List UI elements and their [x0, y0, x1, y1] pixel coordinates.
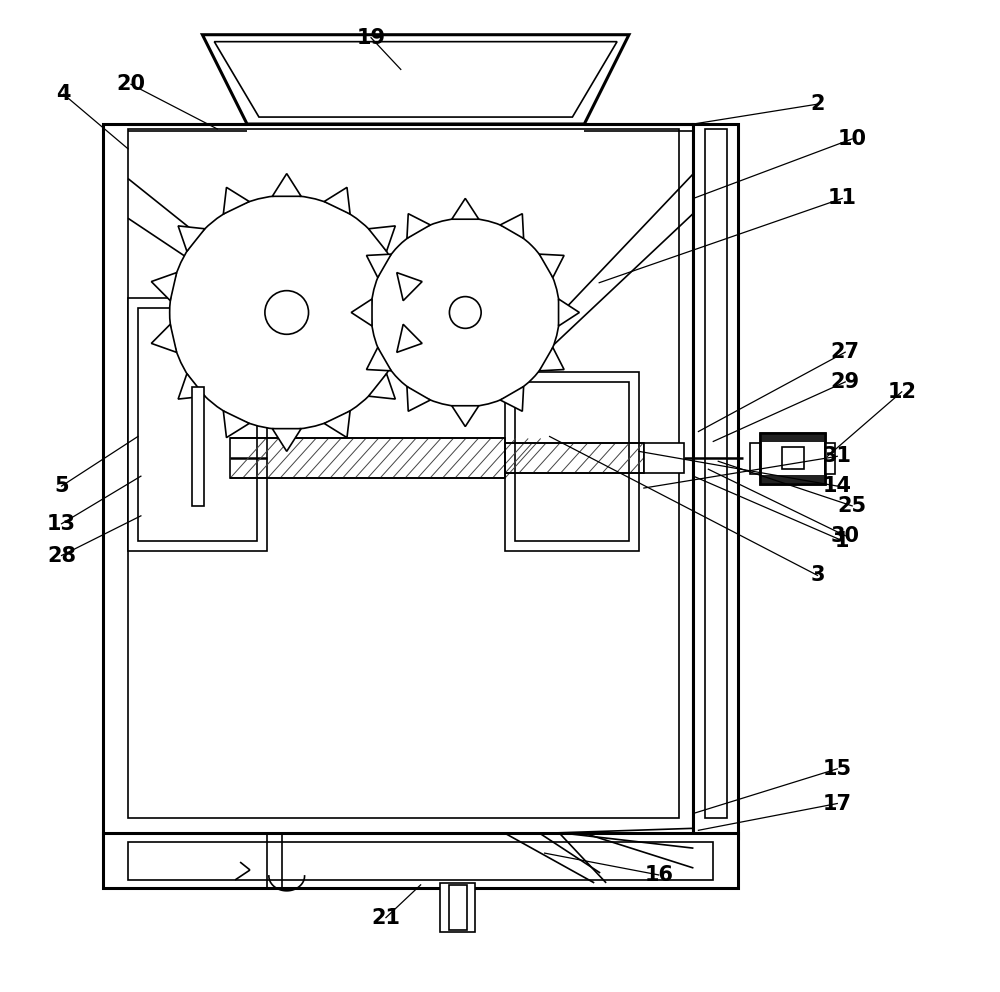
- Polygon shape: [539, 347, 564, 371]
- Text: 4: 4: [56, 84, 71, 104]
- Text: 11: 11: [828, 188, 857, 208]
- Text: 25: 25: [838, 496, 867, 516]
- Polygon shape: [539, 254, 564, 278]
- Bar: [103, 124, 693, 838]
- Text: 15: 15: [823, 759, 852, 779]
- Bar: [705, 129, 727, 818]
- Circle shape: [449, 297, 481, 328]
- Bar: [644, 443, 684, 473]
- Bar: [515, 382, 629, 541]
- Polygon shape: [151, 324, 177, 352]
- Bar: [750, 442, 760, 474]
- Polygon shape: [272, 174, 301, 196]
- Bar: [825, 442, 835, 474]
- Polygon shape: [178, 374, 205, 399]
- Bar: [693, 124, 738, 838]
- Text: 29: 29: [831, 372, 860, 392]
- Polygon shape: [223, 187, 249, 214]
- Text: 30: 30: [831, 526, 860, 546]
- Text: 28: 28: [47, 546, 76, 565]
- Text: 10: 10: [838, 129, 867, 149]
- Polygon shape: [366, 254, 391, 278]
- Text: 31: 31: [823, 446, 852, 466]
- Text: 20: 20: [116, 74, 145, 94]
- Bar: [192, 387, 204, 506]
- Polygon shape: [351, 299, 372, 326]
- Bar: [505, 443, 644, 473]
- Text: 17: 17: [823, 794, 852, 813]
- Text: 16: 16: [644, 865, 673, 885]
- Text: 21: 21: [371, 908, 400, 928]
- Circle shape: [265, 291, 309, 334]
- Bar: [760, 433, 825, 484]
- Polygon shape: [178, 226, 205, 251]
- Polygon shape: [397, 273, 422, 301]
- Polygon shape: [407, 213, 430, 238]
- Polygon shape: [272, 429, 301, 451]
- Polygon shape: [559, 299, 579, 326]
- Bar: [505, 372, 639, 551]
- Text: 19: 19: [356, 28, 386, 48]
- Polygon shape: [366, 347, 391, 371]
- Circle shape: [371, 218, 560, 407]
- Polygon shape: [223, 411, 249, 437]
- Bar: [782, 447, 804, 469]
- Polygon shape: [407, 387, 430, 412]
- Bar: [103, 833, 738, 888]
- Text: 2: 2: [810, 94, 825, 114]
- Text: 14: 14: [823, 476, 852, 496]
- Bar: [760, 475, 825, 484]
- Polygon shape: [151, 273, 177, 301]
- Text: 12: 12: [887, 382, 916, 402]
- Polygon shape: [397, 324, 422, 352]
- Bar: [760, 433, 825, 484]
- Bar: [128, 842, 713, 880]
- Polygon shape: [500, 387, 524, 412]
- Bar: [138, 308, 257, 541]
- Text: 27: 27: [831, 342, 860, 362]
- Bar: [440, 883, 475, 932]
- Bar: [760, 433, 825, 441]
- Polygon shape: [369, 226, 395, 251]
- Polygon shape: [202, 35, 629, 124]
- Polygon shape: [452, 406, 479, 427]
- Text: 5: 5: [54, 476, 69, 496]
- Text: 3: 3: [810, 565, 825, 585]
- Polygon shape: [452, 198, 479, 219]
- Circle shape: [170, 195, 404, 430]
- Polygon shape: [324, 411, 350, 437]
- Bar: [128, 298, 267, 551]
- Text: 13: 13: [47, 514, 76, 534]
- Polygon shape: [324, 187, 350, 214]
- Polygon shape: [369, 374, 395, 399]
- Text: 1: 1: [835, 531, 849, 551]
- Bar: [128, 129, 679, 818]
- Bar: [449, 885, 467, 930]
- Bar: [230, 438, 505, 478]
- Polygon shape: [500, 213, 524, 238]
